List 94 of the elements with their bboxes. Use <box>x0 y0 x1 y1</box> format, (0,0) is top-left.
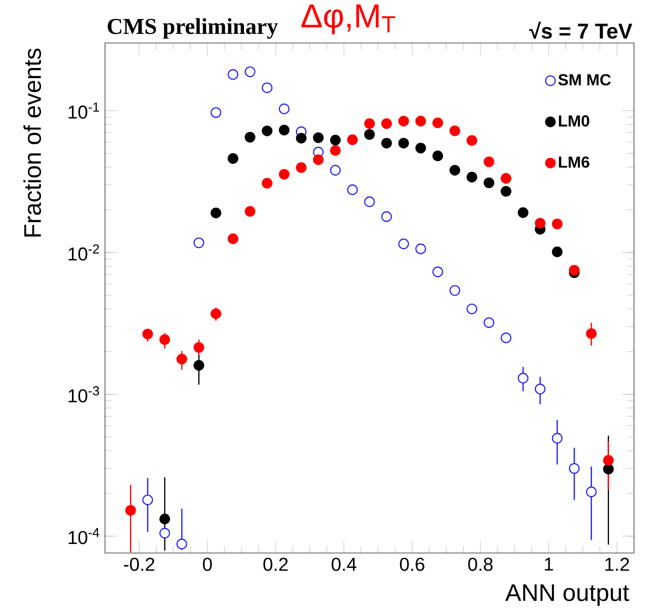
point <box>415 142 426 154</box>
y-tick-label: 10$^{-1}$ <box>68 102 99 119</box>
point <box>142 494 153 506</box>
point <box>466 172 478 182</box>
point <box>278 103 290 114</box>
point <box>330 144 341 156</box>
point <box>312 132 324 143</box>
point <box>586 486 597 498</box>
point <box>518 372 528 384</box>
x-tick-label: 0.2 <box>263 558 288 571</box>
point <box>296 162 307 173</box>
x-tick-label: 0.8 <box>468 558 493 571</box>
x-tick-label: 0.6 <box>400 558 424 571</box>
point <box>176 354 188 364</box>
point <box>568 462 580 474</box>
point <box>586 328 597 339</box>
point <box>262 178 272 188</box>
point <box>210 308 222 319</box>
point <box>330 134 341 146</box>
point <box>500 332 512 344</box>
point <box>210 107 222 118</box>
point <box>244 132 256 142</box>
point <box>432 150 444 162</box>
point <box>312 154 324 165</box>
point <box>449 284 460 296</box>
point <box>244 206 256 217</box>
point <box>415 116 426 126</box>
point <box>278 124 290 136</box>
x-axis-title: ANN output <box>505 584 630 606</box>
point <box>552 432 563 444</box>
point <box>534 383 546 394</box>
point <box>381 138 392 148</box>
point <box>466 135 478 146</box>
point <box>330 164 341 176</box>
point <box>398 238 409 250</box>
y-tick-label: 10$^{-2}$ <box>68 244 99 260</box>
point <box>603 454 614 466</box>
point <box>364 128 375 140</box>
text: √s = 7 TeV <box>529 21 632 39</box>
point <box>449 164 460 176</box>
point <box>500 186 512 196</box>
point <box>415 243 426 254</box>
point <box>552 246 563 258</box>
point <box>194 342 204 353</box>
point <box>398 138 409 148</box>
point <box>534 218 546 228</box>
point <box>484 177 494 188</box>
point <box>347 134 358 145</box>
point <box>432 266 444 278</box>
point <box>228 68 238 80</box>
point <box>364 118 375 129</box>
point <box>244 66 256 77</box>
x-tick-label: 1 <box>544 558 553 570</box>
point <box>364 196 375 207</box>
point <box>262 125 272 136</box>
point <box>210 207 222 218</box>
point <box>159 334 170 345</box>
point <box>142 328 153 340</box>
point <box>552 218 563 230</box>
x-tick-label: 0.4 <box>332 558 356 571</box>
y-tick-label: 10$^{-4}$ <box>68 528 100 544</box>
point <box>228 153 238 164</box>
point <box>500 172 512 184</box>
point <box>518 207 528 218</box>
chart-title: Δφ,M$_{T}$ <box>301 4 396 34</box>
point <box>347 184 358 195</box>
point <box>484 317 494 328</box>
point <box>381 211 392 222</box>
point <box>194 360 204 371</box>
point <box>398 116 409 126</box>
point <box>228 233 238 244</box>
y-tick-label: 10$^{-3}$ <box>68 386 100 402</box>
point <box>296 132 307 144</box>
point <box>194 237 204 248</box>
legend-label: SM MC <box>558 74 611 86</box>
point <box>466 303 478 314</box>
legend-label: LM0 <box>558 115 590 126</box>
point <box>159 514 170 524</box>
x-tick-label: 1.2 <box>605 558 629 571</box>
point <box>484 156 494 167</box>
x-tick-label: 0 <box>202 558 212 571</box>
legend-label: LM6 <box>558 156 590 168</box>
y-axis-title: Fraction of events <box>23 48 42 236</box>
point <box>603 464 614 474</box>
point <box>568 264 580 276</box>
point <box>125 504 136 516</box>
text: CMS preliminary <box>108 18 278 39</box>
point <box>262 82 272 93</box>
point <box>449 125 460 136</box>
point <box>432 117 444 128</box>
point <box>159 528 170 538</box>
point <box>278 168 290 180</box>
x-tick-label: -0.2 <box>124 558 154 571</box>
point <box>381 118 392 129</box>
